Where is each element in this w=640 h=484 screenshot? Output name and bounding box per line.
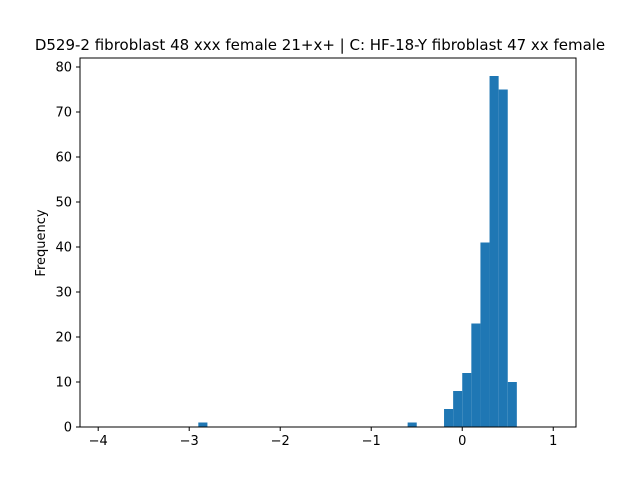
x-tick-label-3: −1 [362,434,381,449]
y-axis-label: Frequency [34,209,49,276]
histogram-bar-3 [453,391,463,427]
x-tick-label-0: −4 [89,434,108,449]
y-tick-label-3: 30 [55,286,72,301]
x-axis: −4 −3 −2 −1 0 1 [89,427,557,449]
y-tick-label-1: 10 [55,376,72,391]
y-tick-label-4: 40 [55,241,72,256]
x-tick-label-1: −3 [180,434,199,449]
y-tick-label-0: 0 [64,421,72,436]
x-tick-label-5: 1 [549,434,557,449]
histogram-bar-8 [498,89,508,427]
y-tick-label-8: 80 [55,61,72,76]
chart-title: D529-2 fibroblast 48 xxx female 21+x+ | … [35,36,605,54]
y-tick-label-6: 60 [55,151,72,166]
y-tick-label-7: 70 [55,106,72,121]
histogram-bar-4 [462,373,472,427]
histogram-bar-6 [480,242,490,427]
histogram-bar-7 [489,76,499,427]
histogram-bar-1 [407,422,417,427]
histogram-bar-5 [471,323,481,427]
histogram-bar-2 [444,409,454,427]
y-axis: 0 10 20 30 40 50 60 70 80 [55,61,80,436]
histogram-bar-9 [507,382,517,427]
histogram-bar-0 [198,422,208,427]
x-tick-label-2: −2 [271,434,290,449]
x-tick-label-4: 0 [458,434,466,449]
y-tick-label-2: 20 [55,331,72,346]
bars-layer [198,76,517,427]
plot-frame [79,57,577,428]
y-tick-label-5: 50 [55,196,72,211]
